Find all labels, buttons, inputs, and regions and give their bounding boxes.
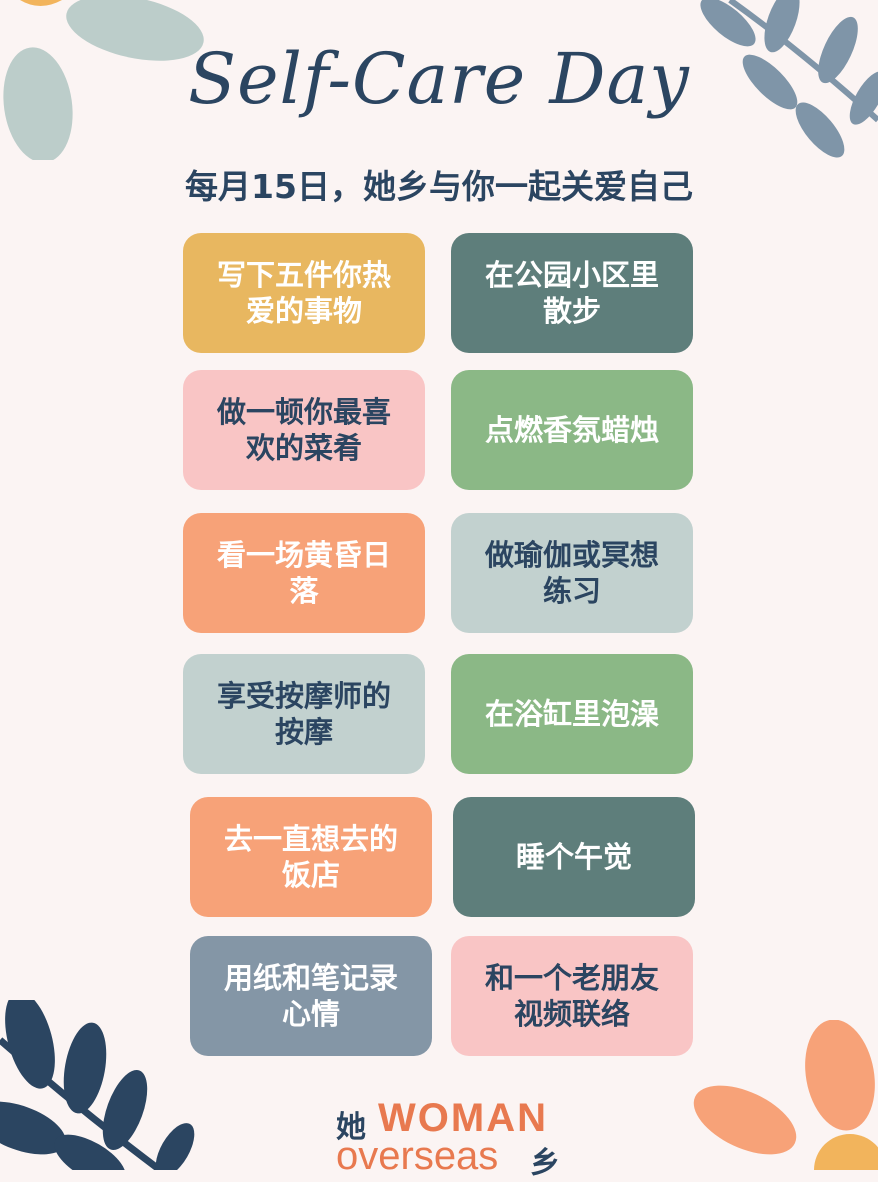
card-label: 享受按摩师的按摩	[216, 679, 391, 749]
card-journal: 用纸和笔记录心情	[190, 936, 432, 1056]
bottom-left-leaves-decoration	[0, 1000, 195, 1170]
card-label: 用纸和笔记录心情	[223, 961, 398, 1031]
card-label: 在浴缸里泡澡	[484, 697, 659, 731]
logo-zh-top: 她	[336, 1110, 366, 1145]
page-subtitle: 每月15日，她乡与你一起关爱自己	[185, 167, 693, 206]
card-label: 和一个老朋友视频联络	[484, 961, 659, 1031]
card-massage: 享受按摩师的按摩	[183, 654, 425, 774]
card-label: 睡个午觉	[515, 840, 632, 874]
card-label: 去一直想去的饭店	[223, 822, 398, 892]
card-video-call-friend: 和一个老朋友视频联络	[451, 936, 693, 1056]
bottom-right-flower-decoration	[693, 1020, 878, 1170]
card-label: 做一顿你最喜欢的菜肴	[216, 395, 391, 465]
logo-zh-bottom: 乡	[530, 1146, 560, 1181]
card-nap: 睡个午觉	[453, 797, 695, 917]
card-bath: 在浴缸里泡澡	[451, 654, 693, 774]
card-label: 看一场黄昏日落	[216, 538, 391, 608]
card-walk-in-park: 在公园小区里散步	[451, 233, 693, 353]
logo-en-bottom: overseas	[336, 1134, 499, 1178]
card-light-candle: 点燃香氛蜡烛	[451, 370, 693, 490]
card-label: 在公园小区里散步	[484, 258, 659, 328]
card-label: 写下五件你热爱的事物	[216, 258, 391, 328]
woman-overseas-logo: 她 WOMAN overseas 乡	[330, 1096, 570, 1181]
card-visit-restaurant: 去一直想去的饭店	[190, 797, 432, 917]
card-watch-sunset: 看一场黄昏日落	[183, 513, 425, 633]
card-yoga-meditation: 做瑜伽或冥想练习	[451, 513, 693, 633]
logo-en-top: WOMAN	[378, 1096, 548, 1140]
card-write-five-things: 写下五件你热爱的事物	[183, 233, 425, 353]
card-cook-favorite-dish: 做一顿你最喜欢的菜肴	[183, 370, 425, 490]
card-label: 点燃香氛蜡烛	[484, 413, 659, 447]
top-left-leaves-decoration	[3, 0, 204, 160]
top-right-leaves-decoration	[700, 0, 878, 158]
card-label: 做瑜伽或冥想练习	[484, 538, 659, 608]
page-title: Self-Care Day	[188, 38, 690, 120]
